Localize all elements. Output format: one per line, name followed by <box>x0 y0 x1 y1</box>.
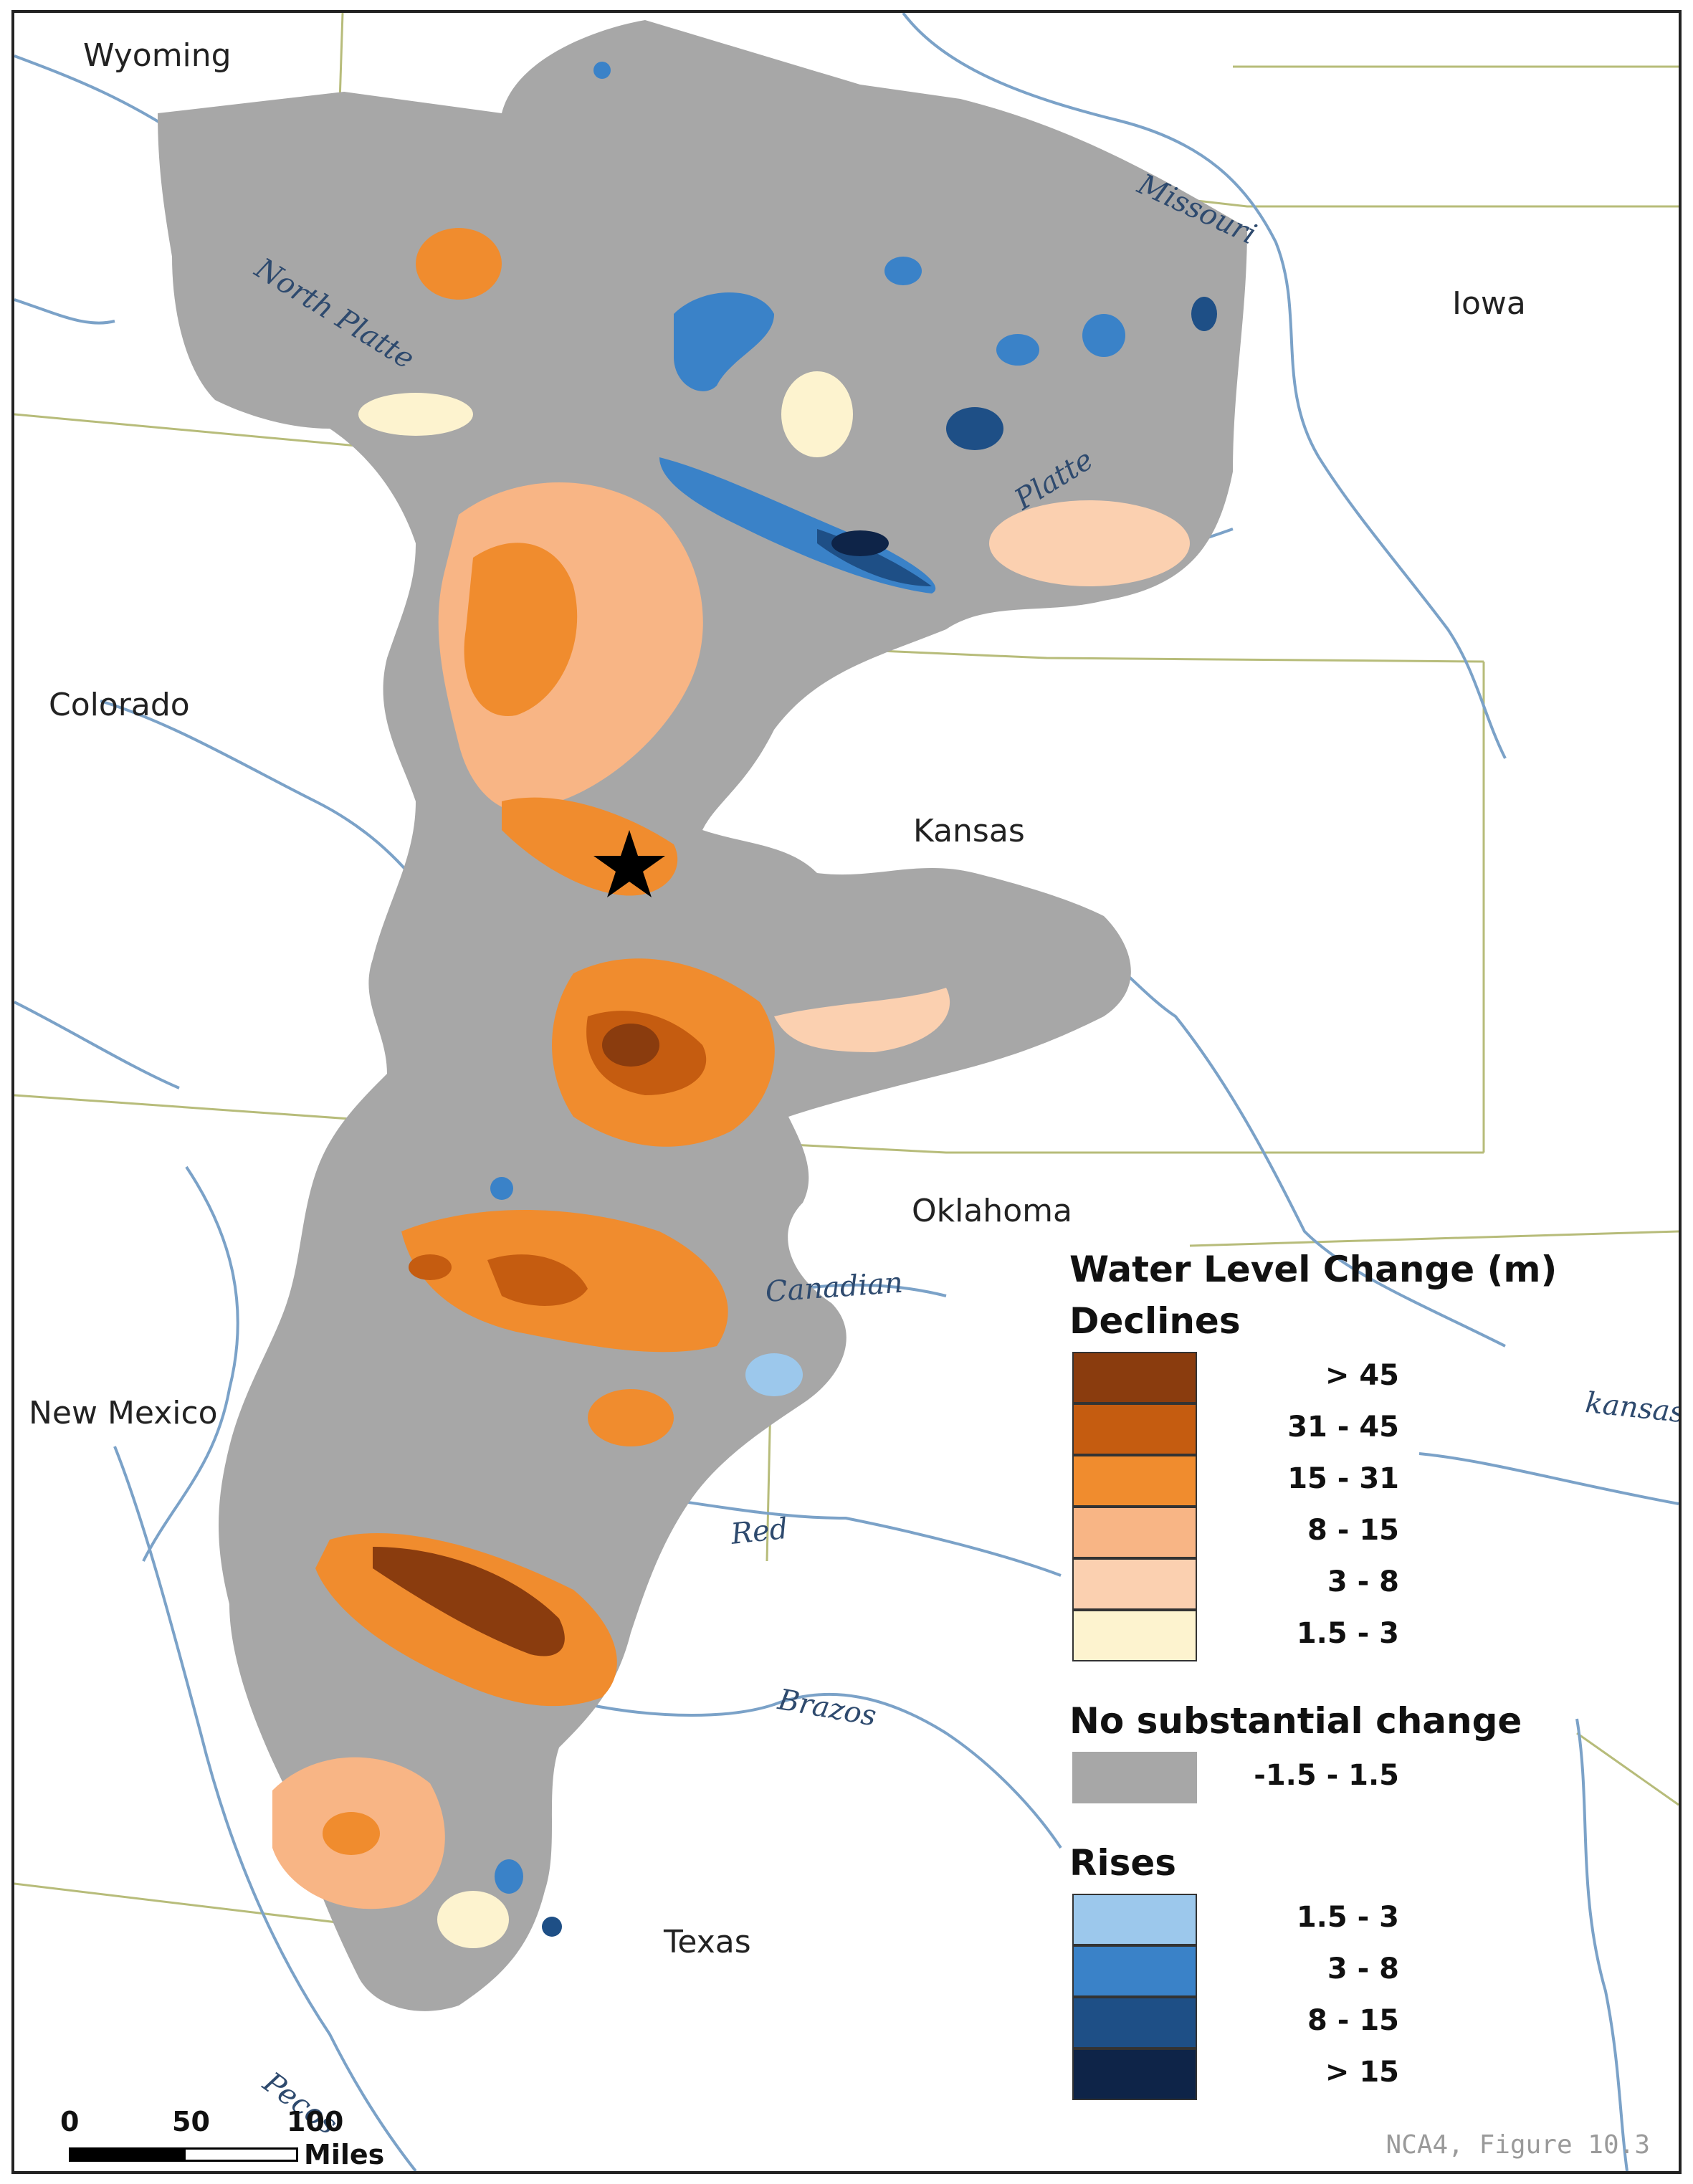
map-frame: Wyoming Iowa Colorado Kansas Oklahoma Ne… <box>11 10 1682 2174</box>
legend-label-no-change: -1.5 - 1.5 <box>1254 1759 1399 1792</box>
legend-row-no-change: -1.5 - 1.5 <box>1069 1752 1585 1803</box>
river-sw-wyoming <box>14 298 115 325</box>
rise-patch <box>884 257 922 285</box>
state-label-kansas: Kansas <box>913 813 1025 849</box>
scale-tick-50: 50 <box>172 2106 210 2137</box>
rise-patch <box>831 530 889 556</box>
rise-patch <box>1082 314 1125 357</box>
rise-patch <box>674 292 774 391</box>
legend-swatch <box>1072 1610 1197 1661</box>
rise-patch <box>490 1177 513 1200</box>
legend-label: 8 - 15 <box>1307 2004 1399 2037</box>
border-louisiana <box>1576 1732 1679 1806</box>
scale-bar-black-segment <box>69 2147 183 2162</box>
arkansas-river-lower <box>1418 1452 1679 1505</box>
state-label-texas: Texas <box>664 1924 751 1960</box>
legend-swatch <box>1072 2049 1197 2100</box>
star-marker <box>593 830 665 897</box>
brazos-river <box>587 1692 1062 1849</box>
missouri-river <box>902 13 1507 759</box>
legend-swatch <box>1072 1352 1197 1403</box>
state-label-iowa: Iowa <box>1452 285 1526 322</box>
legend-label: > 45 <box>1325 1359 1399 1392</box>
legend-label: > 15 <box>1325 2056 1399 2089</box>
legend-row: 1.5 - 3 <box>1069 1610 1585 1661</box>
legend-rises-heading: Rises <box>1069 1842 1177 1884</box>
decline-patch <box>602 1024 659 1067</box>
legend-label: 3 - 8 <box>1327 1952 1399 1985</box>
legend-swatch <box>1072 1507 1197 1558</box>
legend-rises: 1.5 - 3 3 - 8 8 - 15 > 15 <box>1069 1894 1585 2100</box>
legend: Water Level Change (m) Declines > 45 31 -… <box>1069 1249 1585 2100</box>
map-canvas <box>14 13 1679 2171</box>
scale-bar-white-segment <box>183 2147 298 2162</box>
decline-patch <box>358 393 473 436</box>
legend-swatch <box>1072 1945 1197 1997</box>
legend-no-change-heading: No substantial change <box>1069 1700 1522 1742</box>
canadian-river-upper <box>142 1165 239 1562</box>
decline-patch <box>437 1891 509 1948</box>
legend-declines: > 45 31 - 45 15 - 31 8 - 15 3 - 8 1.5 - 3 <box>1069 1352 1585 1661</box>
legend-label: 8 - 15 <box>1307 1514 1399 1547</box>
rise-patch <box>745 1353 803 1396</box>
decline-patch <box>781 371 853 457</box>
legend-row: > 45 <box>1069 1352 1585 1403</box>
rise-patch <box>593 62 611 79</box>
legend-swatch <box>1072 1558 1197 1610</box>
legend-row: 15 - 31 <box>1069 1455 1585 1507</box>
legend-label: 1.5 - 3 <box>1296 1901 1399 1934</box>
legend-label: 15 - 31 <box>1287 1462 1399 1495</box>
legend-label: 1.5 - 3 <box>1296 1617 1399 1650</box>
border-arkansas-north <box>1189 1230 1679 1247</box>
legend-row: 1.5 - 3 <box>1069 1894 1585 1945</box>
rise-patch <box>542 1917 562 1937</box>
decline-patch <box>774 988 950 1052</box>
state-label-oklahoma: Oklahoma <box>912 1193 1072 1229</box>
scale-unit: Miles <box>304 2139 385 2170</box>
legend-label: 31 - 45 <box>1287 1411 1399 1444</box>
legend-row: 3 - 8 <box>1069 1558 1585 1610</box>
legend-row: 8 - 15 <box>1069 1507 1585 1558</box>
legend-swatch <box>1072 1997 1197 2049</box>
scale-tick-0: 0 <box>60 2106 80 2137</box>
rise-patch <box>946 407 1003 450</box>
rise-patch <box>996 334 1039 366</box>
legend-row: 8 - 15 <box>1069 1997 1585 2049</box>
mississippi-river <box>1575 1718 1628 2171</box>
state-label-colorado: Colorado <box>49 687 190 723</box>
decline-patch <box>487 1254 588 1306</box>
decline-areas <box>272 228 1190 1948</box>
rise-patch <box>1191 297 1217 331</box>
figure-credit: NCA4, Figure 10.3 <box>1386 2130 1650 2160</box>
river-colorado-se <box>14 1001 180 1089</box>
legend-row: > 15 <box>1069 2049 1585 2100</box>
legend-row: 31 - 45 <box>1069 1403 1585 1455</box>
legend-declines-heading: Declines <box>1069 1300 1241 1342</box>
state-label-new-mexico: New Mexico <box>29 1395 218 1431</box>
decline-patch <box>989 500 1190 586</box>
legend-swatch <box>1072 1455 1197 1507</box>
decline-patch <box>409 1254 452 1280</box>
river-label-red: Red <box>729 1512 790 1551</box>
decline-patch <box>416 228 502 300</box>
state-label-wyoming: Wyoming <box>83 37 232 74</box>
legend-label: 3 - 8 <box>1327 1565 1399 1598</box>
legend-swatch <box>1072 1894 1197 1945</box>
scale-tick-100: 100 <box>287 2106 344 2137</box>
legend-row: 3 - 8 <box>1069 1945 1585 1997</box>
legend-swatch-no-change <box>1072 1752 1197 1803</box>
legend-swatch <box>1072 1403 1197 1455</box>
scale-bar: 0 50 100 Miles <box>57 2106 487 2171</box>
rise-patch <box>495 1859 523 1894</box>
decline-patch <box>373 1547 565 1656</box>
decline-patch <box>588 1389 674 1446</box>
pecos-river <box>113 1446 417 2171</box>
decline-patch <box>323 1812 380 1855</box>
rise-areas <box>490 62 1217 1937</box>
legend-title: Water Level Change (m) <box>1069 1249 1558 1290</box>
decline-patch <box>464 543 578 716</box>
